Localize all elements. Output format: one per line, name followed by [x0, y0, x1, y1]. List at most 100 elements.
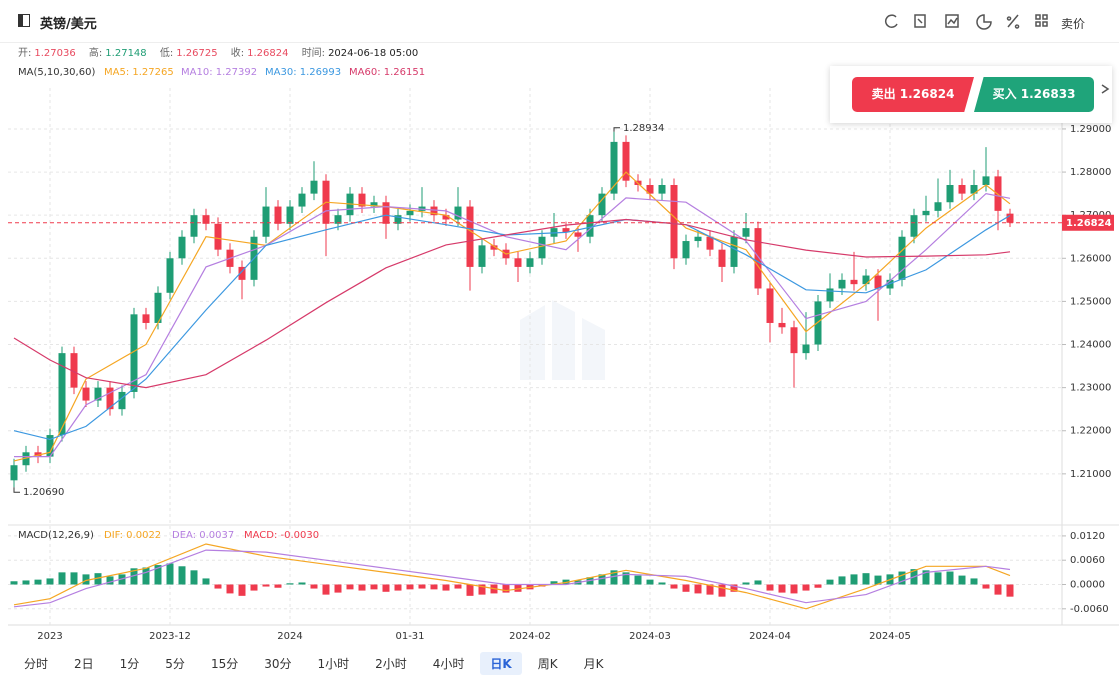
timeframe-tab[interactable]: 日K [480, 652, 522, 675]
y-tick-label: 1.24000 [1070, 340, 1111, 351]
candle-body [430, 206, 438, 216]
timeframe-tab[interactable]: 5分 [165, 657, 185, 671]
macd-bar [706, 584, 714, 595]
macd-bar [178, 566, 186, 585]
macd-bar [418, 584, 426, 589]
x-tick-label: 2023-12 [149, 631, 191, 642]
candle-body [814, 301, 822, 345]
candle-body [658, 185, 666, 194]
y-tick-label: 1.23000 [1070, 383, 1111, 394]
x-tick-label: 2024-05 [869, 631, 911, 642]
candle-body [442, 215, 450, 220]
candle-body [130, 314, 138, 392]
candle-body [874, 275, 882, 289]
macd-bar [94, 573, 102, 585]
candle-body [46, 435, 54, 457]
candle-body [862, 275, 870, 285]
timeframe-tab[interactable]: 15分 [210, 657, 239, 671]
candle-body [610, 141, 618, 194]
y-tick-label: 1.22000 [1070, 426, 1111, 437]
macd-bar [142, 567, 150, 585]
macd-bar [106, 576, 114, 585]
timeframe-tab[interactable]: 4小时 [432, 657, 465, 671]
timeframe-tab[interactable]: 月K [583, 657, 604, 671]
candle-body [574, 232, 582, 237]
candle-body [622, 141, 630, 181]
macd-bar [130, 568, 138, 585]
timeframe-tab[interactable]: 2小时 [375, 657, 407, 671]
trade-panel: 卖出 1.26824 买入 1.26833 [830, 66, 1112, 123]
indicator-line [13, 171, 1011, 462]
macd-bar [430, 584, 438, 590]
macd-bar [826, 579, 834, 585]
draw-icon[interactable] [914, 14, 926, 28]
timeframe-tab[interactable]: 30分 [264, 657, 292, 671]
candle-body [70, 353, 78, 388]
timeframe-tab[interactable]: 2日 [74, 657, 94, 671]
timeframe-tabs: 分时 2日 1分 5分 15分 30分 1小时 2小时 4小时 日K 周K 月K [14, 652, 619, 675]
watermark [520, 300, 605, 380]
candle-body [262, 206, 270, 237]
macd-bar [190, 570, 198, 585]
panel-toggle[interactable] [18, 14, 30, 27]
sell-button[interactable]: 卖出 1.26824 [852, 77, 974, 112]
macd-bar [898, 571, 906, 585]
symbol-title: 英镑/美元 [40, 17, 97, 32]
timeframe-tab[interactable]: 周K [537, 657, 558, 671]
macd-bar [514, 584, 522, 592]
legend-entry: DIF: 0.0022 [104, 530, 161, 541]
macd-bar [454, 584, 462, 589]
timeframe-tab[interactable]: 1分 [119, 657, 140, 671]
y-tick-label: 1.29000 [1070, 124, 1111, 135]
macd-bar [862, 573, 870, 585]
macd-bar [550, 581, 558, 585]
macd-bar [166, 563, 174, 585]
x-tick-label: 2024 [277, 631, 302, 642]
percent-icon[interactable] [1006, 14, 1020, 29]
macd-bar [202, 578, 210, 585]
timeframe-tab[interactable]: 1小时 [317, 657, 350, 671]
collapse-icon[interactable] [1100, 84, 1110, 94]
marker-hook [613, 127, 620, 132]
macd-bar [298, 582, 306, 585]
macd-bar [790, 584, 798, 594]
candle-body [82, 387, 90, 401]
candle-body [10, 465, 18, 481]
buy-button[interactable]: 买入 1.26833 [974, 77, 1094, 112]
macd-bar [322, 584, 330, 595]
candle-body [358, 193, 366, 207]
refresh-icon[interactable] [884, 14, 898, 28]
candle-body [274, 206, 282, 224]
candle-body [730, 236, 738, 267]
pie-icon[interactable] [976, 14, 992, 30]
macd-bar [634, 575, 642, 585]
candle-body [118, 391, 126, 410]
macd-bar [334, 584, 342, 593]
y-tick-label: 0.0120 [1070, 531, 1105, 542]
legend-entry: MA5: 1.27265 [104, 67, 174, 78]
x-tick-label: 2023 [37, 631, 62, 642]
candle-body [898, 236, 906, 280]
macd-bar [442, 584, 450, 591]
quote-label: 收: [230, 48, 245, 59]
layout-icon[interactable] [1035, 14, 1048, 27]
quote-label: 高: [88, 48, 103, 59]
macd-bar [970, 578, 978, 585]
indicator-icon[interactable] [945, 14, 959, 28]
x-tick-label: 2024-03 [629, 631, 671, 642]
candle-body [778, 322, 786, 328]
price-tag [1062, 214, 1114, 231]
macd-bar [1006, 584, 1014, 597]
candle-body [646, 185, 654, 194]
legend-entry: MACD: -0.0030 [244, 530, 319, 541]
candle-body [922, 210, 930, 216]
candle-body [682, 241, 690, 259]
price-type[interactable]: 卖价 [1061, 17, 1086, 31]
macd-bar [958, 575, 966, 585]
timeframe-tab[interactable]: 分时 [24, 657, 49, 671]
candle-body [694, 236, 702, 242]
candle-body [154, 292, 162, 323]
macd-bar [262, 584, 270, 587]
